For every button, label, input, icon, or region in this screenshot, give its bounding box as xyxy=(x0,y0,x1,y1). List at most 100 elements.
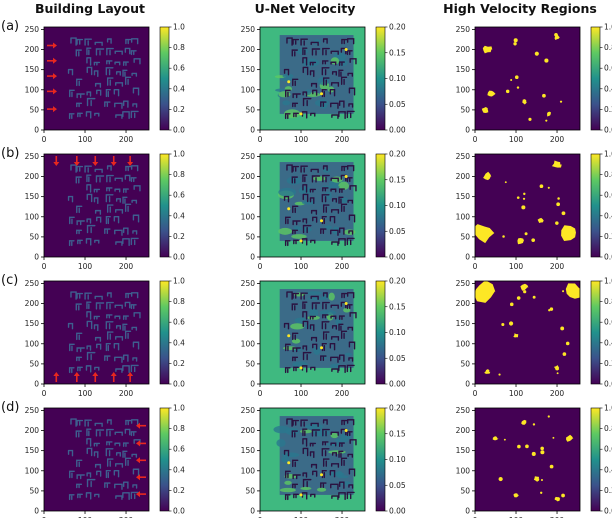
velocity-speck xyxy=(556,372,559,375)
velocity-speck xyxy=(565,341,570,346)
building-stroke xyxy=(122,61,129,66)
y-tick-label: 200 xyxy=(241,299,256,308)
x-tick-label: 200 xyxy=(550,516,565,518)
velocity-streak xyxy=(300,429,313,434)
colorbar xyxy=(375,26,386,131)
colorbar xyxy=(375,153,386,258)
colorbar-tick-label: 0.4 xyxy=(604,338,612,347)
building-stroke xyxy=(114,336,124,341)
x-tick-label: 200 xyxy=(119,389,134,398)
building-stroke xyxy=(330,463,340,468)
y-tick-label: 250 xyxy=(241,279,256,288)
panel-frame xyxy=(43,26,150,131)
building-stroke xyxy=(132,103,138,108)
building-stroke xyxy=(330,50,339,55)
velocity-region xyxy=(521,419,527,425)
velocity-speck xyxy=(557,197,560,200)
row-label-c: (c) xyxy=(1,273,19,288)
y-tick-label: 200 xyxy=(241,45,256,54)
inflow-arrow-head xyxy=(136,491,140,498)
building-stroke xyxy=(312,216,318,223)
x-tick-label: 100 xyxy=(78,516,93,518)
building-stroke xyxy=(130,237,139,246)
building-stroke xyxy=(130,110,139,119)
building-stroke xyxy=(115,368,123,373)
colorbar-tick-label: 0.2 xyxy=(173,232,185,241)
x-tick-label: 100 xyxy=(78,135,93,144)
building-stroke xyxy=(93,324,99,332)
velocity-streak xyxy=(313,176,326,181)
panel-frame xyxy=(43,407,150,512)
colorbar-tick-label: 0.15 xyxy=(389,429,406,438)
building-stroke xyxy=(292,93,301,99)
building-stroke xyxy=(330,82,340,87)
y-tick-label: 50 xyxy=(245,105,255,114)
velocity-hotspot xyxy=(287,334,291,338)
velocity-speck xyxy=(498,476,503,482)
building-stroke xyxy=(338,315,345,320)
building-stroke xyxy=(114,315,121,320)
building-stroke xyxy=(322,314,329,319)
y-tick-label: 0 xyxy=(465,253,470,262)
y-tick-label: 100 xyxy=(25,339,40,348)
colorbar-tick-label: 0.05 xyxy=(389,481,406,490)
building-stroke xyxy=(130,364,139,373)
building-stroke xyxy=(114,463,124,468)
building-stroke xyxy=(106,428,114,437)
building-stroke xyxy=(85,492,92,500)
building-stroke xyxy=(114,356,123,363)
building-stroke xyxy=(67,195,74,203)
velocity-streak xyxy=(313,346,321,355)
building-stroke xyxy=(94,493,100,498)
colorbar-tick-label: 0.6 xyxy=(604,318,612,327)
building-stroke xyxy=(346,177,353,183)
velocity-speck xyxy=(523,290,527,294)
colorbar-tick-label: 0.4 xyxy=(173,465,185,474)
velocity-panel xyxy=(260,408,365,511)
y-tick-label: 200 xyxy=(25,45,40,54)
building-stroke xyxy=(104,228,111,235)
building-stroke xyxy=(293,239,299,245)
building-stroke xyxy=(86,447,93,457)
building-stroke xyxy=(302,47,308,56)
building-stroke xyxy=(285,470,291,479)
x-tick-label: 200 xyxy=(335,135,350,144)
building-stroke xyxy=(106,204,114,213)
y-tick-label: 50 xyxy=(245,232,255,241)
building-stroke xyxy=(132,87,140,96)
building-stroke xyxy=(86,438,92,447)
building-stroke xyxy=(122,492,130,501)
panel-frame xyxy=(259,407,366,512)
building-stroke xyxy=(76,483,83,489)
velocity-streak xyxy=(340,433,352,440)
building-stroke xyxy=(106,174,114,183)
velocity-speck xyxy=(523,192,526,196)
building-stroke xyxy=(105,321,114,330)
building-stroke xyxy=(106,301,114,310)
building-stroke xyxy=(310,112,316,117)
building-stroke xyxy=(331,114,339,119)
building-stroke xyxy=(341,165,348,172)
y-tick-label: 100 xyxy=(456,339,471,348)
building-stroke xyxy=(302,301,308,310)
velocity-hotspot xyxy=(299,239,303,243)
building-stroke xyxy=(114,209,124,214)
y-tick-label: 0 xyxy=(250,126,255,135)
y-tick-label: 150 xyxy=(25,65,40,74)
building-stroke xyxy=(125,38,132,45)
y-tick-label: 200 xyxy=(456,172,471,181)
velocity-speck xyxy=(528,117,532,121)
building-stroke xyxy=(322,204,330,213)
x-tick-label: 100 xyxy=(509,516,524,518)
colorbar-tick-label: 1.0 xyxy=(173,404,185,413)
building-stroke xyxy=(338,61,345,66)
inflow-arrow-head xyxy=(53,73,57,80)
building-stroke xyxy=(96,216,102,223)
building-stroke xyxy=(124,174,131,182)
building-stroke xyxy=(124,457,132,466)
building-stroke xyxy=(322,292,328,298)
building-stroke xyxy=(76,38,84,45)
velocity-streak xyxy=(336,471,343,477)
colorbar xyxy=(590,280,601,385)
velocity-speck xyxy=(503,438,506,441)
